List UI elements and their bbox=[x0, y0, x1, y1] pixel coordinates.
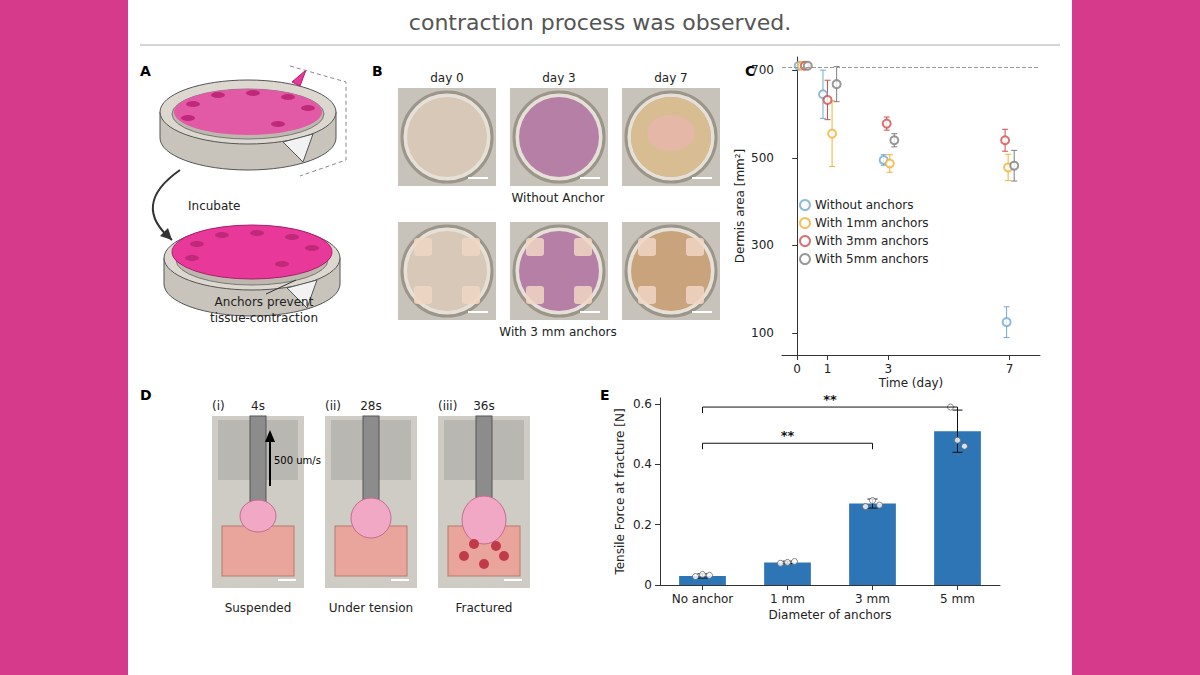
svg-text:contraction process was observ: contraction process was observed. bbox=[409, 10, 791, 35]
svg-text:0: 0 bbox=[793, 362, 801, 376]
svg-text:Suspended: Suspended bbox=[225, 601, 292, 615]
svg-text:**: ** bbox=[781, 428, 795, 443]
svg-text:(iii): (iii) bbox=[438, 399, 457, 413]
svg-text:D: D bbox=[140, 387, 152, 403]
svg-text:300: 300 bbox=[751, 238, 774, 252]
svg-text:5 mm: 5 mm bbox=[940, 592, 975, 606]
svg-text:0.4: 0.4 bbox=[633, 457, 652, 471]
svg-text:28s: 28s bbox=[360, 399, 382, 413]
svg-text:Tensile Force at fracture [N]: Tensile Force at fracture [N] bbox=[613, 408, 627, 575]
svg-text:1 mm: 1 mm bbox=[770, 592, 805, 606]
svg-text:0.2: 0.2 bbox=[633, 518, 652, 532]
svg-text:Time (day): Time (day) bbox=[878, 376, 944, 390]
svg-text:1: 1 bbox=[824, 362, 832, 376]
svg-text:day 7: day 7 bbox=[654, 71, 688, 85]
svg-text:With 1mm anchors: With 1mm anchors bbox=[815, 216, 929, 230]
svg-text:500 um/s: 500 um/s bbox=[274, 455, 321, 466]
svg-text:tissue-contraction: tissue-contraction bbox=[210, 311, 318, 325]
svg-text:4s: 4s bbox=[251, 399, 265, 413]
svg-text:Incubate: Incubate bbox=[188, 199, 240, 213]
svg-text:Without anchors: Without anchors bbox=[815, 198, 913, 212]
svg-text:(i): (i) bbox=[212, 399, 225, 413]
svg-text:With 5mm anchors: With 5mm anchors bbox=[815, 252, 929, 266]
svg-text:Fractured: Fractured bbox=[456, 601, 513, 615]
svg-text:700: 700 bbox=[751, 63, 774, 77]
svg-text:A: A bbox=[140, 63, 151, 79]
svg-text:day 3: day 3 bbox=[542, 71, 576, 85]
svg-text:With 3mm anchors: With 3mm anchors bbox=[815, 234, 929, 248]
svg-text:36s: 36s bbox=[473, 399, 495, 413]
svg-text:0.6: 0.6 bbox=[633, 397, 652, 411]
svg-text:With 3 mm anchors: With 3 mm anchors bbox=[499, 325, 616, 339]
svg-text:(ii): (ii) bbox=[325, 399, 341, 413]
svg-text:Without Anchor: Without Anchor bbox=[511, 191, 604, 205]
svg-text:**: ** bbox=[823, 392, 837, 407]
svg-text:E: E bbox=[600, 387, 610, 403]
svg-text:100: 100 bbox=[751, 326, 774, 340]
svg-text:0: 0 bbox=[644, 578, 652, 592]
svg-text:Anchors prevent: Anchors prevent bbox=[215, 295, 314, 309]
svg-text:7: 7 bbox=[1006, 362, 1014, 376]
svg-text:Diameter of anchors: Diameter of anchors bbox=[769, 608, 892, 622]
svg-text:3: 3 bbox=[884, 362, 892, 376]
svg-text:Dermis area [mm²]: Dermis area [mm²] bbox=[733, 149, 747, 264]
svg-text:Under tension: Under tension bbox=[329, 601, 413, 615]
svg-text:No anchor: No anchor bbox=[672, 592, 734, 606]
svg-text:500: 500 bbox=[751, 151, 774, 165]
svg-text:B: B bbox=[372, 63, 383, 79]
svg-text:day 0: day 0 bbox=[430, 71, 464, 85]
svg-text:3 mm: 3 mm bbox=[855, 592, 890, 606]
